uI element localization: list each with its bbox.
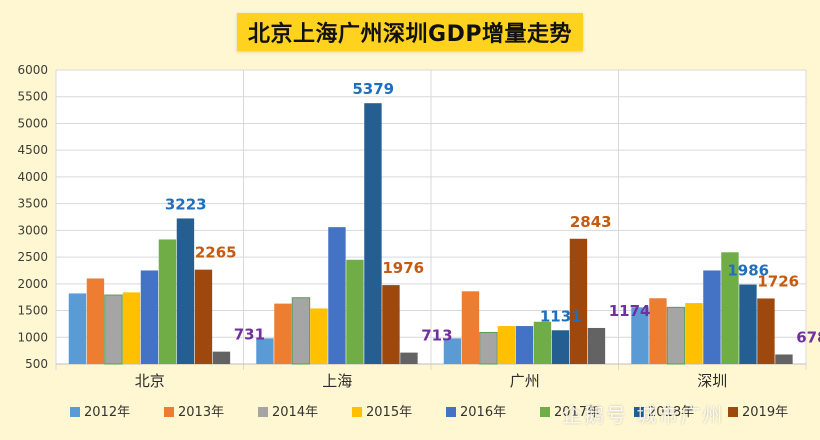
data-label: 678	[796, 328, 820, 346]
legend-swatch	[728, 407, 738, 417]
bar	[703, 270, 721, 364]
legend-swatch	[352, 407, 362, 417]
bar	[649, 298, 667, 364]
bar	[256, 338, 274, 364]
bar	[721, 252, 739, 364]
data-label: 1174	[609, 302, 651, 320]
y-tick-label: 1500	[17, 304, 48, 318]
bar	[685, 303, 703, 364]
legend-label: 2016年	[460, 405, 506, 420]
bar	[158, 239, 177, 364]
bar	[569, 238, 588, 364]
bar	[68, 293, 87, 364]
bar	[533, 321, 552, 364]
bar	[274, 303, 292, 364]
bar	[346, 259, 364, 364]
legend-swatch	[164, 407, 174, 417]
legend-label: 2017年	[554, 405, 600, 420]
bar	[310, 308, 328, 364]
bar	[400, 352, 418, 364]
x-category-label: 广州	[510, 372, 540, 390]
bar	[515, 326, 534, 364]
bar	[291, 297, 311, 365]
bar	[364, 103, 382, 364]
legend-swatch	[70, 407, 80, 417]
y-tick-label: 2500	[17, 250, 48, 264]
legend-label: 2018年	[648, 405, 694, 420]
bar	[461, 291, 480, 364]
y-tick-label: 2000	[17, 277, 48, 291]
bar	[443, 338, 462, 364]
bar	[140, 270, 159, 364]
data-label: 2265	[195, 244, 237, 262]
bar	[176, 218, 195, 364]
legend-swatch	[258, 407, 268, 417]
data-label: 1131	[540, 307, 582, 325]
legend-label: 2015年	[366, 405, 412, 420]
y-tick-label: 500	[25, 357, 48, 371]
data-label: 1976	[382, 259, 424, 277]
data-label: 713	[421, 327, 452, 345]
x-category-label: 深圳	[697, 372, 727, 390]
bar	[122, 292, 141, 364]
data-label: 3223	[165, 195, 207, 213]
x-category-label: 北京	[135, 372, 165, 390]
legend-label: 2012年	[84, 405, 130, 420]
bar	[666, 306, 686, 365]
bar	[587, 327, 606, 364]
legend-label: 2019年	[742, 405, 788, 420]
legend-label: 2014年	[272, 405, 318, 420]
y-tick-label: 4500	[17, 143, 48, 157]
bar	[194, 269, 213, 364]
x-category-label: 上海	[322, 372, 352, 390]
data-label: 731	[234, 326, 265, 344]
legend-swatch	[634, 407, 644, 417]
chart-title: 北京上海广州深圳GDP增量走势	[248, 22, 572, 47]
data-label: 5379	[352, 80, 394, 98]
bar	[757, 298, 775, 364]
bar	[104, 294, 123, 365]
y-tick-label: 3500	[17, 197, 48, 211]
bar	[86, 278, 105, 364]
y-tick-label: 5000	[17, 116, 48, 130]
bar	[775, 354, 793, 364]
chart-title-box: 北京上海广州深圳GDP增量走势	[237, 13, 583, 51]
watermark-text: 企鹅号 城市广州	[562, 403, 725, 427]
bar	[551, 330, 570, 364]
bar	[479, 331, 498, 365]
bar	[382, 285, 400, 364]
bar	[631, 307, 649, 364]
bar	[328, 227, 346, 364]
legend-swatch	[446, 407, 456, 417]
y-tick-label: 6000	[17, 63, 48, 77]
bar	[212, 351, 231, 364]
bar	[739, 284, 757, 364]
bar	[497, 326, 516, 364]
legend-swatch	[540, 407, 550, 417]
legend-label: 2013年	[178, 405, 224, 420]
y-tick-label: 1000	[17, 330, 48, 344]
data-label: 1986	[727, 262, 769, 280]
y-tick-label: 3000	[17, 223, 48, 237]
y-tick-label: 5500	[17, 90, 48, 104]
data-label: 1726	[757, 272, 799, 290]
data-label: 2843	[570, 213, 612, 231]
y-tick-label: 4000	[17, 170, 48, 184]
